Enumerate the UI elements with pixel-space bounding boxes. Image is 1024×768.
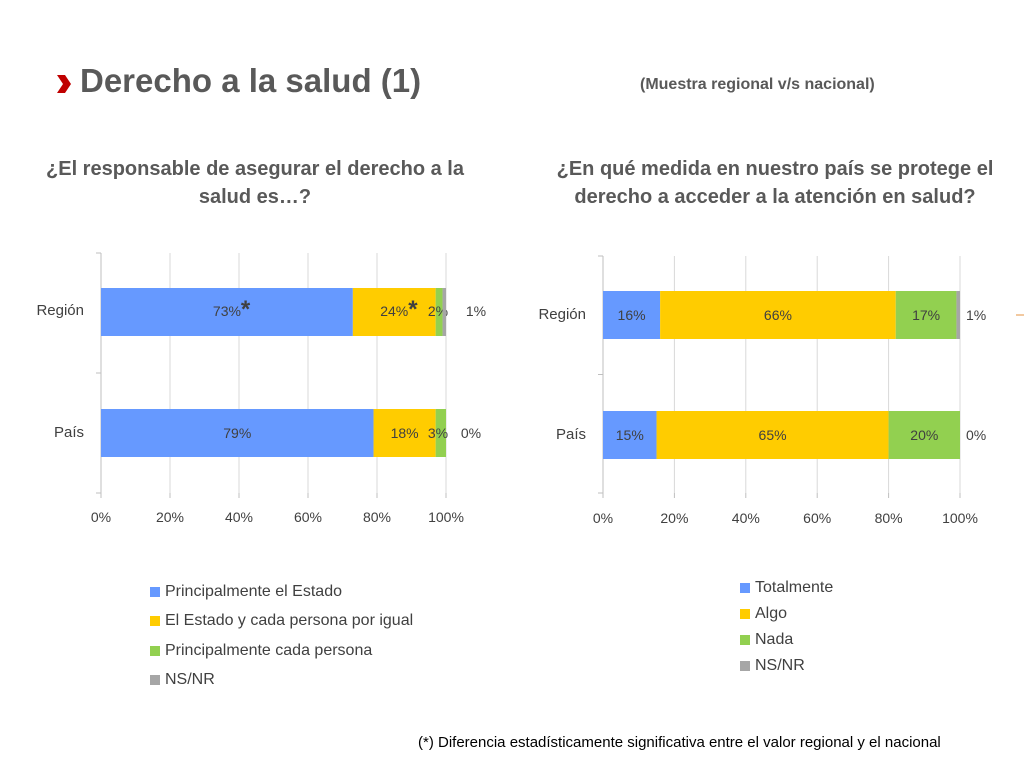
legend-label: Totalmente <box>755 579 834 596</box>
category-label: País <box>556 426 586 443</box>
page-title: Derecho a la salud (1) <box>80 62 422 99</box>
bar-segment <box>895 291 957 339</box>
legend-label: NS/NR <box>755 657 805 674</box>
data-label: 15% <box>616 427 644 443</box>
x-tick-label: 20% <box>660 510 688 526</box>
bar-segment <box>101 288 353 336</box>
x-tick-label: 0% <box>593 510 613 526</box>
category-label: País <box>54 424 84 441</box>
legend-label: NS/NR <box>165 671 215 689</box>
legend-swatch <box>740 609 750 619</box>
chevron-bullet-icon <box>57 75 71 93</box>
x-tick-label: 40% <box>732 510 760 526</box>
chart-right-legend: Totalmente Algo Nada NS/NR <box>740 575 833 679</box>
data-label: 16% <box>618 307 646 323</box>
bar-segment <box>956 291 960 339</box>
legend-swatch <box>150 645 160 656</box>
bar-segment <box>888 411 960 459</box>
significance-marker: * <box>241 296 251 323</box>
legend-item: Principalmente el Estado <box>150 577 413 607</box>
chart-left-title: ¿El responsable de asegurar el derecho a… <box>46 158 464 208</box>
bar-segment <box>101 409 374 457</box>
legend-swatch <box>150 586 160 597</box>
legend-swatch <box>150 675 160 686</box>
legend-label: Algo <box>755 605 788 622</box>
x-tick-label: 100% <box>428 509 464 525</box>
x-tick-label: 60% <box>803 510 831 526</box>
bar-segment <box>373 409 436 457</box>
legend-item: NS/NR <box>150 666 413 696</box>
legend-swatch <box>740 583 750 593</box>
x-tick-label: 80% <box>875 510 903 526</box>
category-label: Región <box>538 306 586 323</box>
data-label: 0% <box>966 427 986 443</box>
data-label: 17% <box>912 307 940 323</box>
significance-footnote: (*) Diferencia estadísticamente signific… <box>418 734 941 751</box>
x-tick-label: 60% <box>294 509 322 525</box>
x-tick-label: 100% <box>942 510 978 526</box>
bar-segment <box>435 409 446 457</box>
data-label: 24% <box>380 303 408 319</box>
legend-item: Nada <box>740 627 833 653</box>
data-label: 20% <box>910 427 938 443</box>
data-label: 1% <box>966 307 986 323</box>
legend-item: Algo <box>740 601 833 627</box>
legend-swatch <box>740 661 750 671</box>
data-label: 0% <box>461 425 481 441</box>
bar-segment <box>352 288 436 336</box>
bar-segment <box>442 288 446 336</box>
significance-marker: * <box>408 296 418 323</box>
legend-label: Nada <box>755 631 794 648</box>
x-tick-label: 0% <box>91 509 111 525</box>
chart-left: 0% 20% 40% 60% 80% 100%Región 73% * 24% * 2% 1%País… <box>36 252 486 525</box>
data-label: 1% <box>466 303 486 319</box>
legend-label: Principalmente el Estado <box>165 582 342 600</box>
chart-right-title: ¿En qué medida en nuestro país se proteg… <box>556 158 994 208</box>
bar-segment <box>603 411 657 459</box>
legend-swatch <box>740 635 750 645</box>
legend-swatch <box>150 616 160 627</box>
page-subtitle: (Muestra regional v/s nacional) <box>640 76 875 93</box>
category-label: Región <box>36 302 84 319</box>
legend-item: Principalmente cada persona <box>150 636 413 666</box>
legend-label: El Estado y cada persona por igual <box>165 612 414 630</box>
legend-item: NS/NR <box>740 653 833 679</box>
bar-segment <box>656 411 889 459</box>
legend-item: Totalmente <box>740 575 833 601</box>
legend-label: Principalmente cada persona <box>165 641 373 659</box>
chart-left-legend: Principalmente el Estado El Estado y cada… <box>150 577 413 695</box>
data-label: 65% <box>759 427 787 443</box>
x-tick-label: 80% <box>363 509 391 525</box>
bar-segment <box>603 291 661 339</box>
x-tick-label: 20% <box>156 509 184 525</box>
data-label: 66% <box>764 307 792 323</box>
decorative-line <box>1016 314 1024 316</box>
bar-segment <box>435 288 443 336</box>
x-tick-label: 40% <box>225 509 253 525</box>
bar-segment <box>660 291 896 339</box>
chart-right: 0% 20% 40% 60% 80% 100% Región 16% 66% 17% 1% País 1… <box>538 255 986 526</box>
legend-item: El Estado y cada persona por igual <box>150 607 413 637</box>
data-label: 18% <box>391 425 419 441</box>
data-label: 73% <box>213 303 241 319</box>
data-label: 3% <box>428 425 448 441</box>
data-label: 79% <box>223 425 251 441</box>
